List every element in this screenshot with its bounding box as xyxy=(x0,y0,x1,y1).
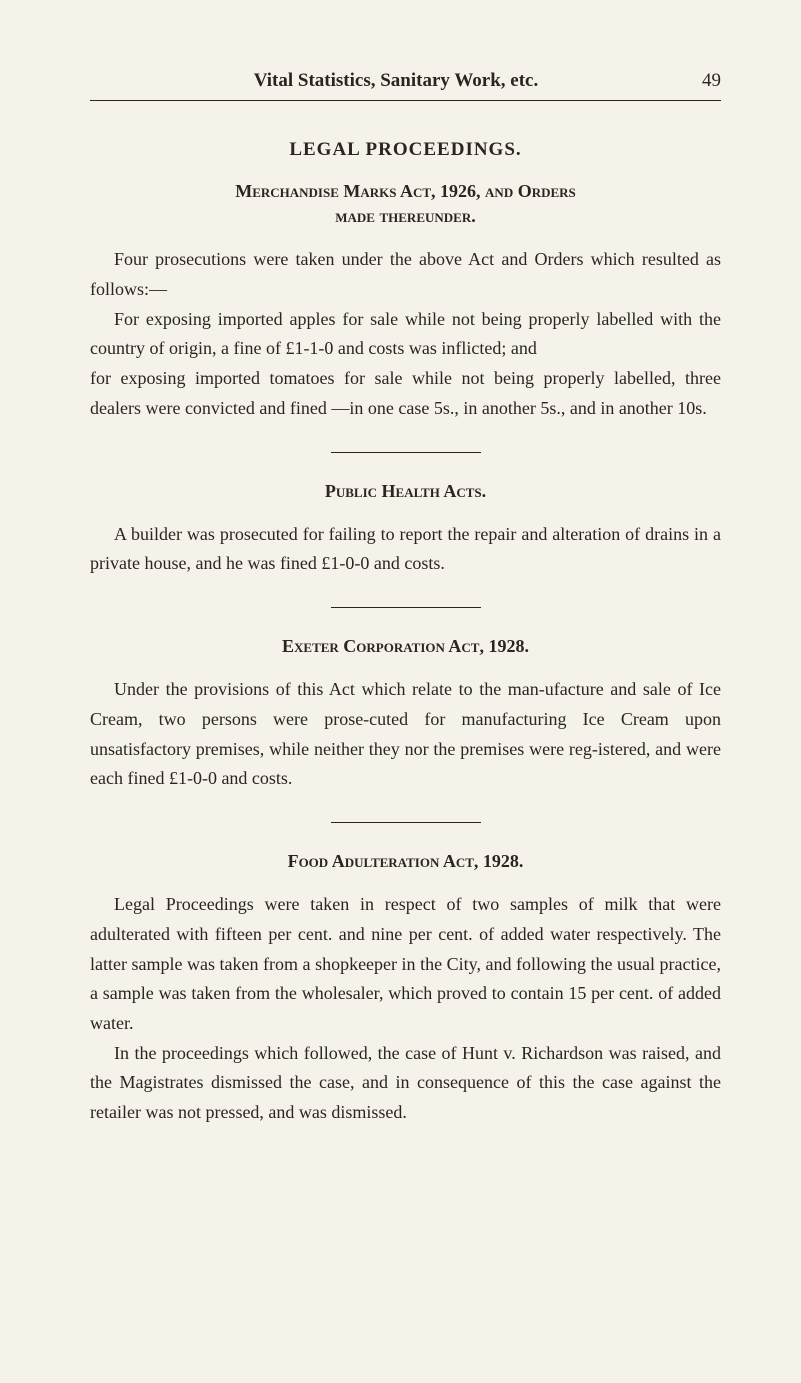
section-title: LEGAL PROCEEDINGS. xyxy=(90,139,721,161)
header-rule xyxy=(90,100,721,101)
subsection-title: Food Adulteration Act, 1928. xyxy=(90,849,721,874)
section-divider xyxy=(331,822,481,823)
page-number: 49 xyxy=(702,70,721,92)
body-text: Legal Proceedings were taken in respect … xyxy=(90,890,721,1038)
section-public-health: Public Health Acts. A builder was prosec… xyxy=(90,479,721,580)
subsection-title: Exeter Corporation Act, 1928. xyxy=(90,634,721,659)
section-food-adulteration: Food Adulteration Act, 1928. Legal Proce… xyxy=(90,849,721,1128)
section-divider xyxy=(331,452,481,453)
subtitle-line1: Merchandise Marks Act, 1926, and Orders xyxy=(235,181,576,201)
section-divider xyxy=(331,607,481,608)
page-header: Vital Statistics, Sanitary Work, etc. 49 xyxy=(90,70,721,92)
body-text: For exposing imported apples for sale wh… xyxy=(90,305,721,364)
body-text: Four prosecutions were taken under the a… xyxy=(90,245,721,304)
subtitle-line2: made thereunder. xyxy=(90,204,721,229)
section-legal-proceedings: LEGAL PROCEEDINGS. Merchandise Marks Act… xyxy=(90,139,721,424)
body-text: A builder was prosecuted for failing to … xyxy=(90,520,721,579)
body-text: Under the provisions of this Act which r… xyxy=(90,675,721,794)
subsection-title: Public Health Acts. xyxy=(90,479,721,504)
subsection-title: Merchandise Marks Act, 1926, and Orders … xyxy=(90,179,721,229)
header-title: Vital Statistics, Sanitary Work, etc. xyxy=(90,70,702,92)
body-text: In the proceedings which followed, the c… xyxy=(90,1039,721,1128)
body-text: for exposing imported tomatoes for sale … xyxy=(90,364,721,423)
section-exeter-corporation: Exeter Corporation Act, 1928. Under the … xyxy=(90,634,721,794)
